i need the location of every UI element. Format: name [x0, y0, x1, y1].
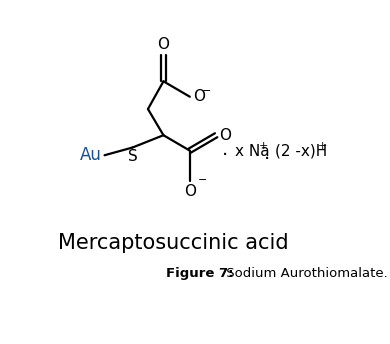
Text: S: S	[128, 149, 137, 164]
Text: +: +	[318, 141, 327, 151]
Text: O: O	[158, 37, 169, 52]
Text: −: −	[202, 86, 212, 96]
Text: (2 -x)H: (2 -x)H	[275, 144, 327, 159]
Text: Au: Au	[80, 146, 101, 164]
Text: O: O	[184, 184, 196, 200]
Text: ·: ·	[264, 150, 270, 169]
Text: O: O	[219, 128, 231, 143]
Text: ·: ·	[222, 146, 229, 165]
Text: Mercaptosuccinic acid: Mercaptosuccinic acid	[58, 233, 289, 253]
Text: O: O	[193, 89, 205, 104]
Text: x Na: x Na	[235, 144, 269, 159]
Text: Figure 7:: Figure 7:	[166, 267, 234, 280]
Text: −: −	[198, 175, 207, 185]
Text: +: +	[259, 141, 268, 151]
Text: Sodium Aurothiomalate.: Sodium Aurothiomalate.	[222, 267, 387, 280]
